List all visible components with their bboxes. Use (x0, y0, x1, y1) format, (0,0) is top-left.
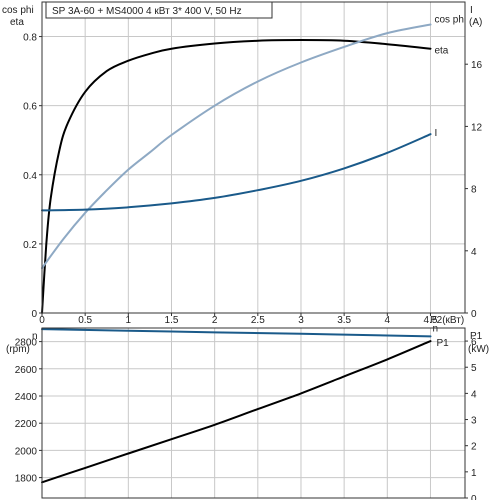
top-left-tick-label: 0.6 (23, 102, 37, 113)
top-right-axis-label-top: I (470, 5, 473, 16)
top-x-tick-label: 1.5 (165, 315, 179, 326)
curve-label-p1: P1 (436, 338, 449, 349)
top-right-tick-label: 0 (471, 309, 477, 320)
top-right-axis-label-bottom: (A) (469, 17, 482, 28)
bottom-right-tick-label: 2 (471, 442, 477, 453)
bottom-left-tick-label: 2400 (15, 392, 38, 403)
curve-label-n: n (432, 323, 438, 334)
top-x-tick-label: 2.5 (251, 315, 265, 326)
bottom-right-tick-label: 6 (471, 337, 477, 348)
bottom-left-tick-label: 2000 (15, 446, 38, 457)
curve-eta (41, 39, 432, 314)
top-x-tick-label: 0.5 (78, 315, 92, 326)
bottom-left-axis-label-top: n (32, 331, 38, 342)
top-x-tick-label: 3 (298, 315, 304, 326)
curve-cos-phi (41, 23, 432, 270)
curve-n (41, 328, 432, 338)
top-chart-grid (42, 2, 465, 313)
top-x-tick-label: 4.5 (424, 315, 438, 326)
curve-label-cos-phi: cos phi (434, 14, 466, 25)
chart-title: SP 3A-60 + MS4000 4 кВт 3* 400 V, 50 Hz (52, 6, 242, 17)
chart-title-box (45, 1, 273, 19)
curve-p1 (41, 340, 432, 484)
bottom-right-tick-label: 3 (471, 416, 477, 427)
top-right-tick-label: 16 (471, 60, 483, 71)
curves: eta cos phi In P1 (41, 14, 466, 484)
top-right-tick-label: 12 (471, 122, 483, 133)
x-axis-label: P2(кВт) (430, 315, 464, 326)
top-left-axis-label-top: cos phi (2, 5, 34, 16)
top-x-tick-label: 2 (212, 315, 218, 326)
top-right-tick-label: 8 (471, 185, 477, 196)
top-x-tick-label: 3.5 (337, 315, 351, 326)
top-x-tick-label: 1 (126, 315, 132, 326)
bottom-chart-grid (42, 328, 465, 498)
top-left-tick-label: 0.2 (23, 240, 37, 251)
bottom-chart-frame (41, 327, 466, 499)
bottom-left-tick-label: 2200 (15, 419, 38, 430)
curve-i (41, 133, 432, 212)
top-left-axis-label-bottom: eta (10, 17, 24, 28)
bottom-left-axis-label-bottom: (rpm) (6, 344, 30, 355)
bottom-left-tick-label: 2600 (15, 365, 38, 376)
top-chart-frame (41, 1, 466, 314)
axes: 0 0.5 1 1.5 2 2.5 3 3.5 4 4.500.20.40.60.80481216… (15, 1, 483, 500)
bottom-right-axis-label-top: P1 (470, 331, 483, 342)
bottom-left-tick-label: 2800 (15, 338, 38, 349)
bottom-right-tick-label: 1 (471, 468, 477, 479)
curve-label-eta: eta (434, 46, 448, 57)
top-left-tick-label: 0 (31, 309, 37, 320)
top-left-tick-label: 0.8 (23, 33, 37, 44)
top-x-tick-label: 0 (39, 315, 45, 326)
bottom-right-tick-label: 0 (471, 494, 477, 500)
top-right-tick-label: 4 (471, 247, 477, 258)
bottom-right-axis-label-bottom: (kW) (468, 344, 489, 355)
top-left-tick-label: 0.4 (23, 171, 37, 182)
curve-label-i: I (434, 128, 437, 139)
top-x-tick-label: 4 (385, 315, 391, 326)
bottom-right-tick-label: 5 (471, 363, 477, 374)
bottom-left-tick-label: 1800 (15, 474, 38, 485)
bottom-right-tick-label: 4 (471, 389, 477, 400)
